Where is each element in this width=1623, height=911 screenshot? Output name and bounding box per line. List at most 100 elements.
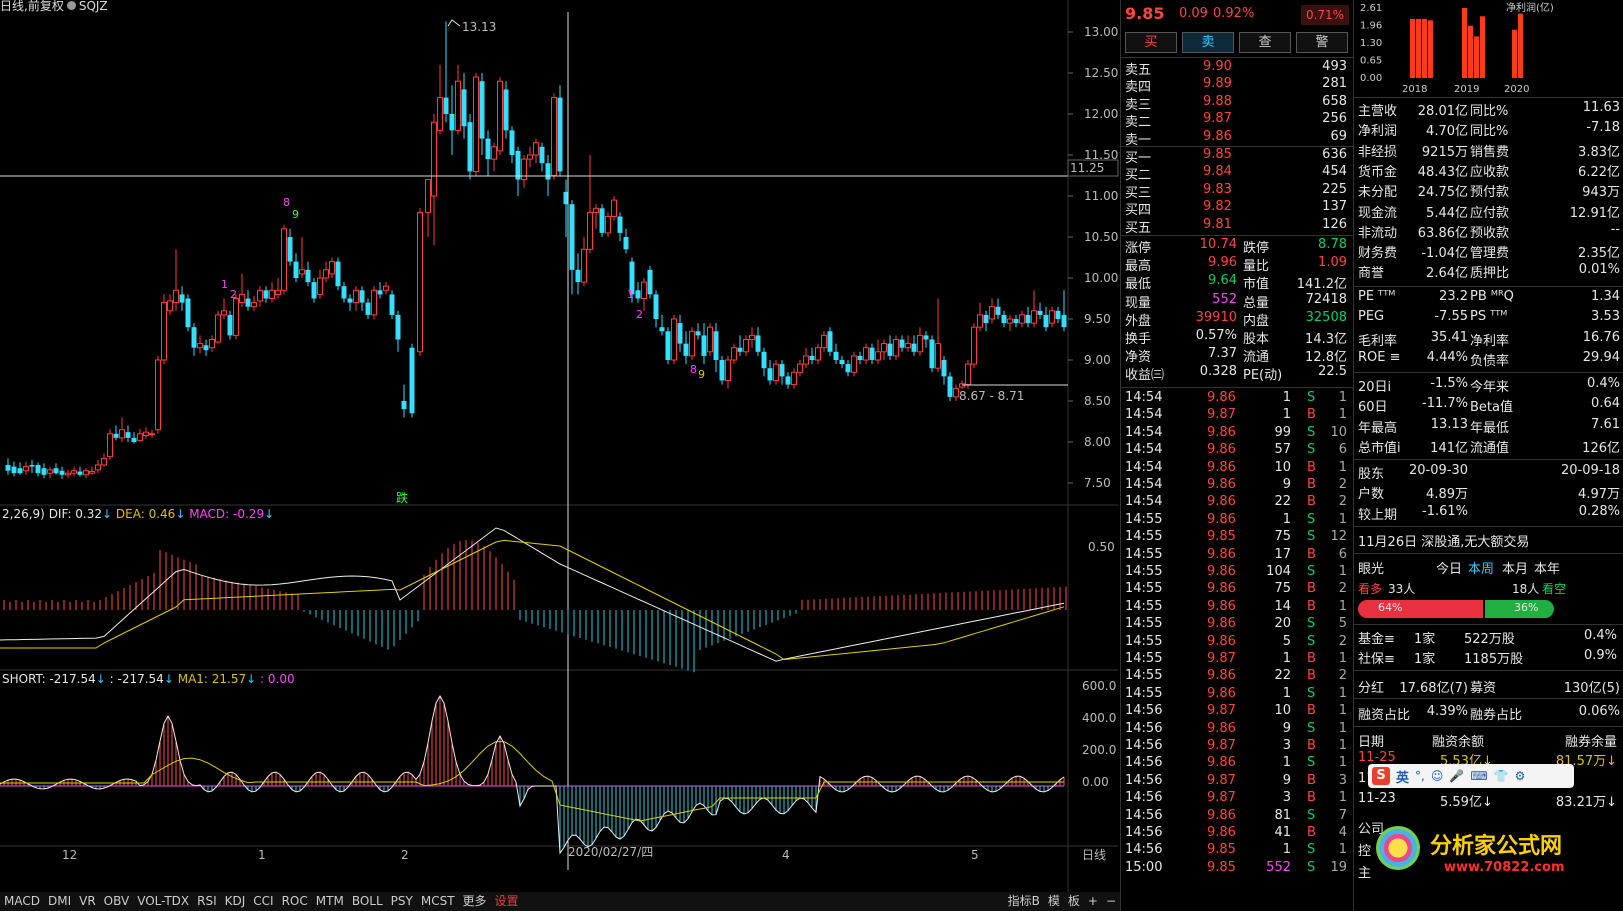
- candle-body: [977, 314, 983, 328]
- die-label: 跌: [396, 490, 408, 505]
- trade-button-0[interactable]: 买: [1125, 32, 1177, 53]
- short-value: SHORT: -217.54: [2, 672, 96, 686]
- tab-psy[interactable]: PSY: [390, 894, 413, 908]
- tick-cell: 1: [1338, 685, 1347, 701]
- tab-right-item[interactable]: 模: [1047, 894, 1060, 908]
- fund-label: 基金≡: [1358, 632, 1395, 647]
- candle-body: [11, 466, 17, 474]
- stat-label: 现量: [1125, 295, 1152, 311]
- tick-cell: 12: [1330, 529, 1347, 545]
- profit-ytick: 1.96: [1360, 21, 1382, 32]
- tab-rsi[interactable]: RSI: [197, 894, 217, 908]
- vision-year[interactable]: 本年: [1534, 562, 1561, 577]
- tab-更多[interactable]: 更多: [462, 894, 487, 908]
- tab-设置[interactable]: 设置: [494, 894, 519, 908]
- tick-row: 14:55 9.86 1 S 1: [1125, 686, 1349, 703]
- tab-roc[interactable]: ROC: [281, 894, 308, 908]
- price-axis-label: 9.00: [1084, 353, 1111, 367]
- tick-cell: 1: [1338, 564, 1347, 579]
- tab-right-item[interactable]: 指标B: [1007, 894, 1040, 908]
- trade-button-1[interactable]: 卖: [1182, 32, 1234, 53]
- candle-body: [947, 376, 953, 397]
- fin-row1: 净利润 4.70亿 同比% -7.18: [1358, 120, 1620, 140]
- tab-right-item[interactable]: +: [1087, 894, 1098, 908]
- dividend-row: 分红 17.68亿(7) 募资 130亿(5): [1358, 677, 1620, 697]
- holder-row: 户数 4.89万 4.97万: [1358, 483, 1620, 503]
- candle-body: [83, 470, 89, 476]
- ime-mode[interactable]: 英: [1396, 770, 1410, 786]
- ime-tool-icon[interactable]: °,: [1415, 769, 1425, 783]
- tab-macd[interactable]: MACD: [4, 894, 40, 908]
- stat-label: 内盘: [1243, 313, 1270, 329]
- candle-body: [797, 363, 803, 373]
- candle-body: [347, 298, 353, 303]
- fin-row2-cell: 35.41: [1430, 329, 1468, 345]
- tab-mcst[interactable]: MCST: [420, 894, 455, 908]
- tick-row: 14:56 9.87 10 B 1: [1125, 703, 1349, 720]
- tab-cci[interactable]: CCI: [253, 894, 274, 908]
- candle-body: [449, 114, 455, 131]
- ime-tool-icon[interactable]: 👕: [1493, 769, 1509, 783]
- tab-boll[interactable]: BOLL: [351, 894, 383, 908]
- watermark-url: www.70822.com: [1444, 860, 1565, 875]
- ime-tool-icon[interactable]: ⌨: [1470, 769, 1488, 783]
- short-legend: SHORT: -217.54↓ : -217.54↓ MA1: 21.57↓ :…: [2, 672, 295, 686]
- trade-button-2[interactable]: 查: [1239, 32, 1291, 53]
- tick-cell: S: [1307, 564, 1316, 579]
- tick-cell: 3: [1338, 772, 1347, 788]
- tick-cell: B: [1307, 703, 1316, 719]
- tick-row: 14:55 9.86 20 S 5: [1125, 616, 1349, 633]
- fin-row1-cell: 未分配: [1358, 185, 1398, 201]
- ask-price: 9.90: [1203, 59, 1232, 74]
- ime-tool-icon[interactable]: ☺: [1430, 769, 1444, 783]
- candle-body: [335, 261, 341, 287]
- fin-row1-cell: 商誉: [1358, 266, 1385, 282]
- bear-label: 看空: [1542, 582, 1567, 596]
- tab-kdj[interactable]: KDJ: [224, 894, 246, 908]
- separator: [1121, 57, 1353, 58]
- tab-vr[interactable]: VR: [79, 894, 96, 908]
- candle-body: [803, 355, 809, 365]
- fin-row3-cell: 7.61: [1591, 416, 1620, 432]
- tick-cell: 9.85: [1207, 859, 1236, 875]
- macd-dif: DIF: 0.32: [48, 507, 103, 521]
- tab-dmi[interactable]: DMI: [47, 894, 72, 908]
- candle-body: [209, 339, 215, 349]
- kline-chart-area[interactable]: 13.00 12.50 12.00 11.50 11.00 10.50 10.00 9.50 9…: [0, 0, 1120, 911]
- period-label: 日线: [1082, 848, 1106, 862]
- ime-tool-icon[interactable]: 🎤: [1449, 769, 1465, 783]
- bid-label: 买三: [1125, 185, 1152, 201]
- fin-row2-cell: PE ᵀᵀᴹ: [1358, 289, 1396, 304]
- ime-toolbar[interactable]: S 英 °, ☺ 🎤 ⌨ 👕 ⚙: [1368, 764, 1574, 788]
- candle-body: [467, 122, 473, 172]
- candle-body: [995, 306, 1001, 315]
- td-label: 1: [627, 288, 634, 301]
- tab-obv[interactable]: OBV: [103, 894, 130, 908]
- kline-svg[interactable]: 13.0012.5012.0011.5011.0010.5010.009.509…: [0, 0, 1120, 892]
- candle-body: [417, 211, 423, 353]
- candle-body: [131, 437, 137, 442]
- fin-row1: 货币金 48.43亿 应收款 6.22亿: [1358, 161, 1620, 181]
- candle-body: [185, 298, 191, 328]
- short-axis-label: 600.0: [1082, 679, 1116, 693]
- candle-body: [617, 216, 623, 233]
- candle-body: [611, 199, 617, 218]
- fund-shares: 522万股: [1464, 632, 1515, 647]
- tab-mtm[interactable]: MTM: [315, 894, 344, 908]
- chart-symbol: SQJZ: [78, 0, 108, 13]
- tab-right-item[interactable]: −: [1105, 894, 1116, 908]
- fin-row1-cell: 同比%: [1470, 104, 1509, 119]
- fin-row1-cell: 0.01%: [1578, 262, 1620, 278]
- bid-volume: 454: [1322, 164, 1347, 180]
- tab-vol-tdx[interactable]: VOL-TDX: [137, 894, 190, 908]
- trade-button-3[interactable]: 警: [1296, 32, 1348, 53]
- vision-today[interactable]: 今日: [1436, 562, 1463, 577]
- fin-row1-cell: 现金流: [1358, 205, 1398, 221]
- ime-tool-icon[interactable]: ⚙: [1514, 769, 1526, 783]
- tick-row: 14:55 9.86 104 S 1: [1125, 564, 1349, 581]
- fin-row1: 主营收 28.01亿 同比% 11.63: [1358, 100, 1620, 120]
- vision-month[interactable]: 本月: [1502, 562, 1529, 577]
- tick-cell: B: [1307, 738, 1316, 753]
- vision-week[interactable]: 本周: [1468, 562, 1495, 577]
- tab-right-item[interactable]: 板: [1067, 894, 1080, 908]
